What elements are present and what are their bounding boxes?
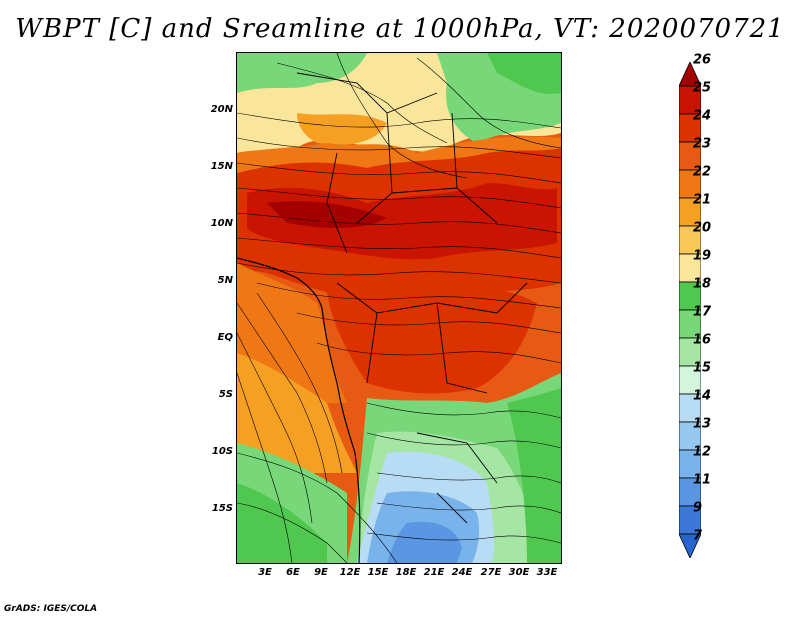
lon-label-12e: 12E [339, 567, 361, 578]
field-atlantic-18 [237, 483, 327, 563]
lat-label-10s: 10S [211, 446, 233, 457]
colorbar [679, 62, 701, 558]
field-core-25 [247, 183, 557, 260]
colorbar-tick-label: 19 [693, 248, 712, 264]
lon-label-24e: 24E [451, 567, 473, 578]
colorbar-tick-label: 26 [693, 52, 712, 68]
lon-label-6e: 6E [286, 567, 300, 578]
colorbar-tick-label: 9 [693, 500, 703, 516]
country-borders [296, 72, 528, 524]
colorbar-tick-label: 23 [693, 136, 712, 152]
colorbar-tick-label: 17 [693, 304, 712, 320]
colorbar-bottom-cap [679, 533, 701, 558]
wbpt-field-map [237, 53, 561, 563]
chart-title: WBPT [C] and Sreamline at 1000hPa, VT: 2… [15, 14, 785, 44]
lat-label-5n: 5N [217, 275, 233, 286]
streamlines [237, 53, 561, 563]
field-northeast-dark [487, 53, 561, 94]
field-south-11 [387, 521, 462, 563]
colorbar-tick-label: 24 [693, 108, 712, 124]
lon-label-3e: 3E [258, 567, 272, 578]
colorbar-tick-label: 21 [693, 192, 712, 208]
field-core-26 [267, 201, 387, 228]
lat-label-15s: 15S [211, 503, 233, 514]
colorbar-tick-label: 25 [693, 80, 712, 96]
lat-label-20n: 20N [210, 104, 233, 115]
colorbar-tick-label: 12 [693, 444, 712, 460]
field-sahel-21 [297, 113, 387, 145]
colorbar-tick-label: 7 [693, 528, 703, 544]
lat-label-eq: EQ [217, 332, 233, 343]
lon-label-27e: 27E [480, 567, 502, 578]
field-atlantic-21 [237, 353, 357, 473]
lat-label-10n: 10N [210, 218, 233, 229]
lon-label-15e: 15E [367, 567, 389, 578]
field-east-18 [507, 388, 561, 563]
colorbar-tick-label: 20 [693, 220, 712, 236]
lon-label-18e: 18E [395, 567, 417, 578]
field-northwest-green [237, 53, 367, 93]
colorbar-tick-label: 18 [693, 276, 712, 292]
colorbar-tick-label: 11 [693, 472, 712, 488]
colorbar-tick-label: 15 [693, 360, 712, 376]
field-congo-24 [327, 286, 537, 394]
map-panel [236, 52, 562, 564]
lat-label-15n: 15N [210, 161, 233, 172]
colorbar-tick-label: 13 [693, 416, 712, 432]
colorbar-tick-label: 14 [693, 388, 712, 404]
lat-label-5s: 5S [218, 389, 233, 400]
lon-label-21e: 21E [423, 567, 445, 578]
lon-label-9e: 9E [314, 567, 328, 578]
coastline [237, 257, 361, 563]
lon-label-30e: 30E [508, 567, 530, 578]
grads-credit: GrADS: IGES/COLA [4, 604, 98, 614]
colorbar-tick-label: 22 [693, 164, 712, 180]
colorbar-tick-label: 16 [693, 332, 712, 348]
lon-label-33e: 33E [536, 567, 558, 578]
